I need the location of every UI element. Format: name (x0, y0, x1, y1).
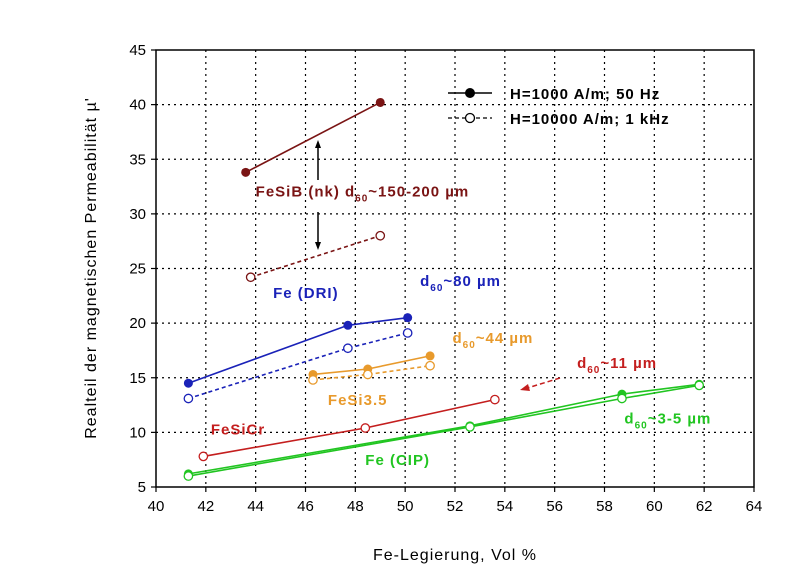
annotation-tail: ~80 µm (443, 273, 501, 290)
legend-marker-filled (465, 88, 475, 98)
annotation-text: FeSiB (nk) d (256, 183, 356, 200)
data-point-fesi3-5-1khz (362, 369, 373, 380)
y-tick-label: 35 (129, 151, 146, 168)
legend-label-1khz: H=10000 A/m; 1 kHz (510, 111, 670, 128)
data-point-fe-dri-50hz (403, 313, 413, 323)
x-tick-label: 42 (197, 498, 214, 515)
annotation-text: FeSi3.5 (328, 392, 388, 409)
y-tick-label: 45 (129, 42, 146, 59)
data-point-fesib-nk-1khz (245, 272, 256, 283)
data-point-fesi3-5-1khz (425, 360, 435, 371)
data-point-fesi3-5-1khz (308, 375, 318, 385)
y-tick-label: 25 (129, 261, 146, 278)
series-line-fe-cip-1khz (188, 384, 700, 477)
x-tick-label: 48 (347, 498, 364, 515)
legend-marker-open (464, 112, 476, 124)
annotation-tail: ~11 µm (600, 355, 657, 372)
annotation-d-3-5-m: d60~3-5 µm (624, 411, 711, 432)
data-point-fesib-nk-1khz (375, 230, 386, 241)
annotation-fesicr: FeSiCr (211, 422, 265, 439)
data-point-fe-cip-1khz (694, 380, 705, 391)
x-tick-label: 46 (297, 498, 314, 515)
annotation-text: Fe (CIP) (365, 452, 430, 469)
annotation-text: d (453, 330, 463, 347)
data-point-fe-cip-1khz (465, 422, 475, 432)
annotation-text: Fe (DRI) (273, 285, 339, 302)
x-tick-label: 52 (447, 498, 464, 515)
x-tick-label: 58 (596, 498, 613, 515)
annotation-tail: ~150-200 µm (368, 183, 469, 200)
data-point-fesicr-1khz (198, 451, 209, 462)
x-tick-label: 56 (546, 498, 563, 515)
data-point-fesicr-1khz (490, 394, 500, 405)
x-tick-label: 60 (646, 498, 663, 515)
d11-arrow (523, 377, 561, 390)
axis-ticks: 40 42 44 46 48 50 52 54 56 58 60 62 64 5 10 15 20 25 30 35 4… (129, 42, 762, 515)
y-tick-label: 40 (129, 97, 146, 114)
data-point-fesib-nk-50hz (375, 97, 385, 107)
data-point-fe-dri-1khz (343, 343, 353, 354)
annotation-text: d (624, 411, 634, 428)
series-line-fesib-nk-1khz (250, 234, 381, 279)
x-axis-title: Fe-Legierung, Vol % (373, 547, 537, 564)
annotation-d-11-m: d60~11 µm (577, 355, 657, 376)
y-tick-label: 20 (129, 315, 146, 332)
annotation-text: FeSiCr (211, 422, 265, 439)
x-tick-label: 62 (696, 498, 713, 515)
annotation-subscript: 60 (355, 193, 368, 204)
annotation-d-44-m: d60~44 µm (453, 330, 534, 351)
data-point-fesicr-1khz (360, 423, 371, 433)
legend: H=1000 A/m; 50 Hz H=10000 A/m; 1 kHz (448, 86, 670, 128)
data-point-fe-cip-1khz (183, 471, 194, 481)
grid-lines (156, 50, 754, 487)
annotation-fe-cip: Fe (CIP) (365, 452, 430, 469)
data-point-fe-dri-1khz (402, 328, 413, 338)
data-point-fesib-nk-50hz (241, 167, 251, 177)
annotation-subscript: 60 (463, 340, 476, 351)
annotation-subscript: 60 (430, 283, 443, 294)
fesib-arrow-down-head (315, 242, 321, 250)
annotation-fesib-nk-d-150-200-m: FeSiB (nk) d60~150-200 µm (256, 183, 470, 204)
annotation-tail: ~44 µm (476, 330, 534, 347)
annotation-text: d (577, 355, 587, 372)
d11-arrow-head (520, 384, 530, 391)
data-point-fe-cip-1khz (617, 393, 627, 404)
annotation-tail: ~3-5 µm (648, 411, 712, 428)
y-tick-label: 5 (138, 479, 146, 496)
legend-label-50hz: H=1000 A/m; 50 Hz (510, 86, 660, 103)
arrows-layer (315, 140, 561, 391)
series-line-fe-dri-50hz (188, 316, 408, 384)
series-line-fesib-nk-50hz (245, 101, 381, 174)
y-axis-title: Realteil der magnetischen Permeabilität … (83, 97, 100, 439)
fesib-arrow-up-head (315, 140, 321, 148)
marker-layer (183, 97, 705, 481)
annotation-text: d (420, 273, 430, 290)
data-point-fe-dri-1khz (183, 393, 194, 404)
x-tick-label: 50 (397, 498, 414, 515)
y-tick-label: 15 (129, 370, 146, 387)
annotation-fe-dri: Fe (DRI) (273, 285, 339, 302)
annotation-subscript: 60 (635, 421, 648, 432)
y-tick-label: 10 (129, 424, 146, 441)
x-tick-label: 64 (746, 498, 763, 515)
annotation-d-80-m: d60~80 µm (420, 273, 501, 294)
series-line-fe-cip-50hz (188, 383, 700, 475)
x-tick-label: 44 (247, 498, 264, 515)
data-point-fesi3-5-50hz (425, 351, 435, 361)
annotation-fesi3-5: FeSi3.5 (328, 392, 388, 409)
y-tick-label: 30 (129, 206, 146, 223)
x-tick-label: 54 (496, 498, 513, 515)
x-tick-label: 40 (148, 498, 165, 515)
data-point-fe-dri-50hz (343, 320, 353, 330)
data-point-fe-dri-50hz (183, 378, 193, 388)
annotation-subscript: 60 (587, 365, 600, 376)
